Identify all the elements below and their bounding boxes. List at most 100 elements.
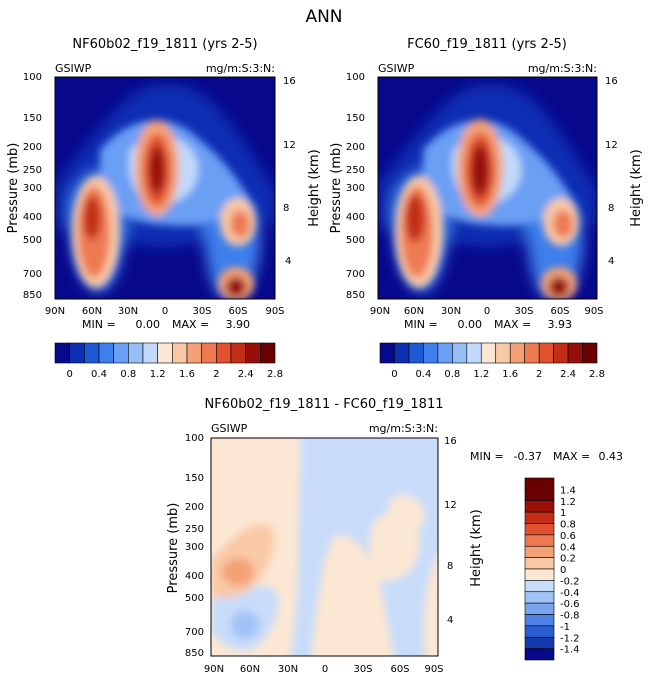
colorbar-1-label: 1.6 (179, 369, 195, 380)
panel-1-ytick: 400 (23, 212, 42, 223)
panel-2-xtick: 0 (484, 306, 490, 317)
colorbar-diff-label: 0.6 (560, 531, 576, 542)
panel-2-rtick: 12 (605, 140, 618, 151)
panel-2-xtick: 90S (584, 306, 603, 317)
colorbar-1-swatch (216, 342, 232, 364)
panel-2-ytick: 300 (346, 183, 365, 194)
panel-1-ytick: 700 (23, 269, 42, 280)
colorbar-1: 0 0.4 0.8 1.2 1.6 2 2.4 2.8 (54, 342, 283, 380)
colorbar-2-swatch (437, 342, 453, 364)
colorbar-1-label: 2.8 (267, 369, 283, 380)
panel-1-xtick: 0 (162, 306, 168, 317)
panel-1-xtick: 60S (228, 306, 247, 317)
panel-2-ytick: 100 (346, 72, 365, 83)
panel-1-sh-low-inner (226, 277, 246, 297)
panel-3-positive-sh (388, 495, 425, 537)
panel-3-variable: GSIWP (211, 422, 248, 435)
panel-3-negative-core (231, 611, 259, 639)
panel-2-tropical-core-inner (471, 144, 489, 196)
colorbar-2-swatch (509, 342, 525, 364)
panel-3-ytick: 500 (185, 593, 204, 604)
panel-2-units: mg/m:S:3:N: (528, 62, 597, 75)
panel-1-y-label: Pressure (mb) (6, 143, 21, 234)
panel-1-x-ticks: 90N 60N 30N 0 30S 60S 90S (45, 306, 285, 317)
panel-2-xtick: 60N (404, 306, 424, 317)
panel-2-ytick: 250 (346, 165, 365, 176)
colorbar-diff-swatch (524, 534, 555, 547)
colorbar-2-swatch (480, 342, 497, 364)
panel-2: FC60_f19_1811 (yrs 2-5) GSIWP mg/m:S:3:N… (329, 37, 644, 331)
colorbar-2-label: 0.4 (415, 369, 431, 380)
panel-3-rtick: 12 (444, 500, 457, 511)
colorbar-diff-swatch (524, 591, 555, 604)
panel-2-xtick: 30N (441, 306, 461, 317)
panel-1-tropical-core-inner (149, 146, 165, 194)
colorbar-1-swatch (84, 342, 100, 364)
page-title: ANN (305, 7, 342, 27)
colorbar-1-swatch (142, 342, 158, 364)
panel-2-inner-contours (395, 119, 579, 299)
panel-2-ytick: 700 (346, 269, 365, 280)
panel-2-rtick: 8 (608, 203, 614, 214)
panel-1-rtick: 8 (283, 203, 289, 214)
colorbar-2-swatch (452, 342, 468, 364)
panel-1-frame (54, 76, 276, 300)
panel-3-ytick: 100 (185, 433, 204, 444)
colorbar-2-swatch (495, 342, 511, 364)
colorbar-diff-swatch (524, 511, 555, 524)
panel-3-ytick: 400 (185, 571, 204, 582)
colorbar-2-swatch (582, 342, 598, 364)
colorbar-diff-swatch (524, 477, 555, 490)
panel-2-ytick: 850 (346, 290, 365, 301)
panel-3-xtick: 0 (322, 664, 328, 675)
colorbar-diff-label: -1 (560, 622, 570, 633)
colorbar-diff-label: 1 (560, 508, 566, 519)
colorbar-1-swatch (186, 342, 202, 364)
panel-3-xtick: 90S (424, 664, 443, 675)
colorbar-diff-swatch (524, 625, 555, 638)
panel-1-max-value: 3.90 (226, 318, 251, 331)
panel-2-field (378, 77, 597, 299)
colorbar-1-swatch (98, 342, 114, 364)
panel-1-ytick: 250 (23, 165, 42, 176)
panel-3-xtick: 60S (390, 664, 409, 675)
colorbar-diff-swatch (524, 557, 555, 570)
colorbar-diff-swatch (524, 602, 555, 615)
panel-3-min-label: MIN = (470, 450, 504, 463)
colorbar-diff-swatch (524, 500, 555, 513)
colorbar-2-swatch (538, 342, 554, 364)
colorbar-1-swatch (260, 342, 276, 364)
colorbar-1-swatch (69, 342, 85, 364)
panel-2-ytick: 400 (346, 212, 365, 223)
panel-3-ytick: 250 (185, 524, 204, 535)
panel-2-rtick: 16 (605, 76, 618, 87)
colorbar-diff-label: 0.2 (560, 554, 576, 565)
panel-3-ytick: 300 (185, 542, 204, 553)
colorbar-1-label: 0.4 (91, 369, 107, 380)
panel-2-sh-mid-inner (553, 210, 573, 238)
colorbar-diff-swatch (524, 545, 555, 558)
panel-1-xtick: 90N (45, 306, 65, 317)
panel-2-max-label: MAX = (494, 318, 531, 331)
colorbar-diff-label: -0.8 (560, 611, 580, 622)
panel-3-y-right-label: Height (km) (469, 509, 484, 586)
panel-2-xtick: 60S (550, 306, 569, 317)
colorbar-2-swatch (408, 342, 424, 364)
colorbar-diff-label: 0.8 (560, 520, 576, 531)
panel-1-inner-contours (72, 120, 256, 299)
panel-1-field (55, 77, 275, 299)
colorbar-diff: 1.41.210.80.60.40.20-0.2-0.4-0.6-0.8-1-1… (524, 477, 580, 661)
colorbar-1-label: 2 (213, 369, 219, 380)
colorbar-diff-swatch (524, 523, 555, 536)
panel-1-xtick: 30S (192, 306, 211, 317)
colorbar-1-swatch (128, 342, 144, 364)
panel-1-nh-inner (83, 196, 101, 240)
panel-1-units: mg/m:S:3:N: (206, 62, 275, 75)
panel-2-x-ticks: 90N 60N 30N 0 30S 60S 90S (370, 306, 604, 317)
colorbar-diff-label: -0.2 (560, 576, 580, 587)
panel-1-min-value: 0.00 (136, 318, 161, 331)
colorbar-diff-swatch (524, 614, 555, 627)
panel-1-title: NF60b02_f19_1811 (yrs 2-5) (72, 37, 257, 52)
colorbar-2-label: 1.2 (473, 369, 489, 380)
